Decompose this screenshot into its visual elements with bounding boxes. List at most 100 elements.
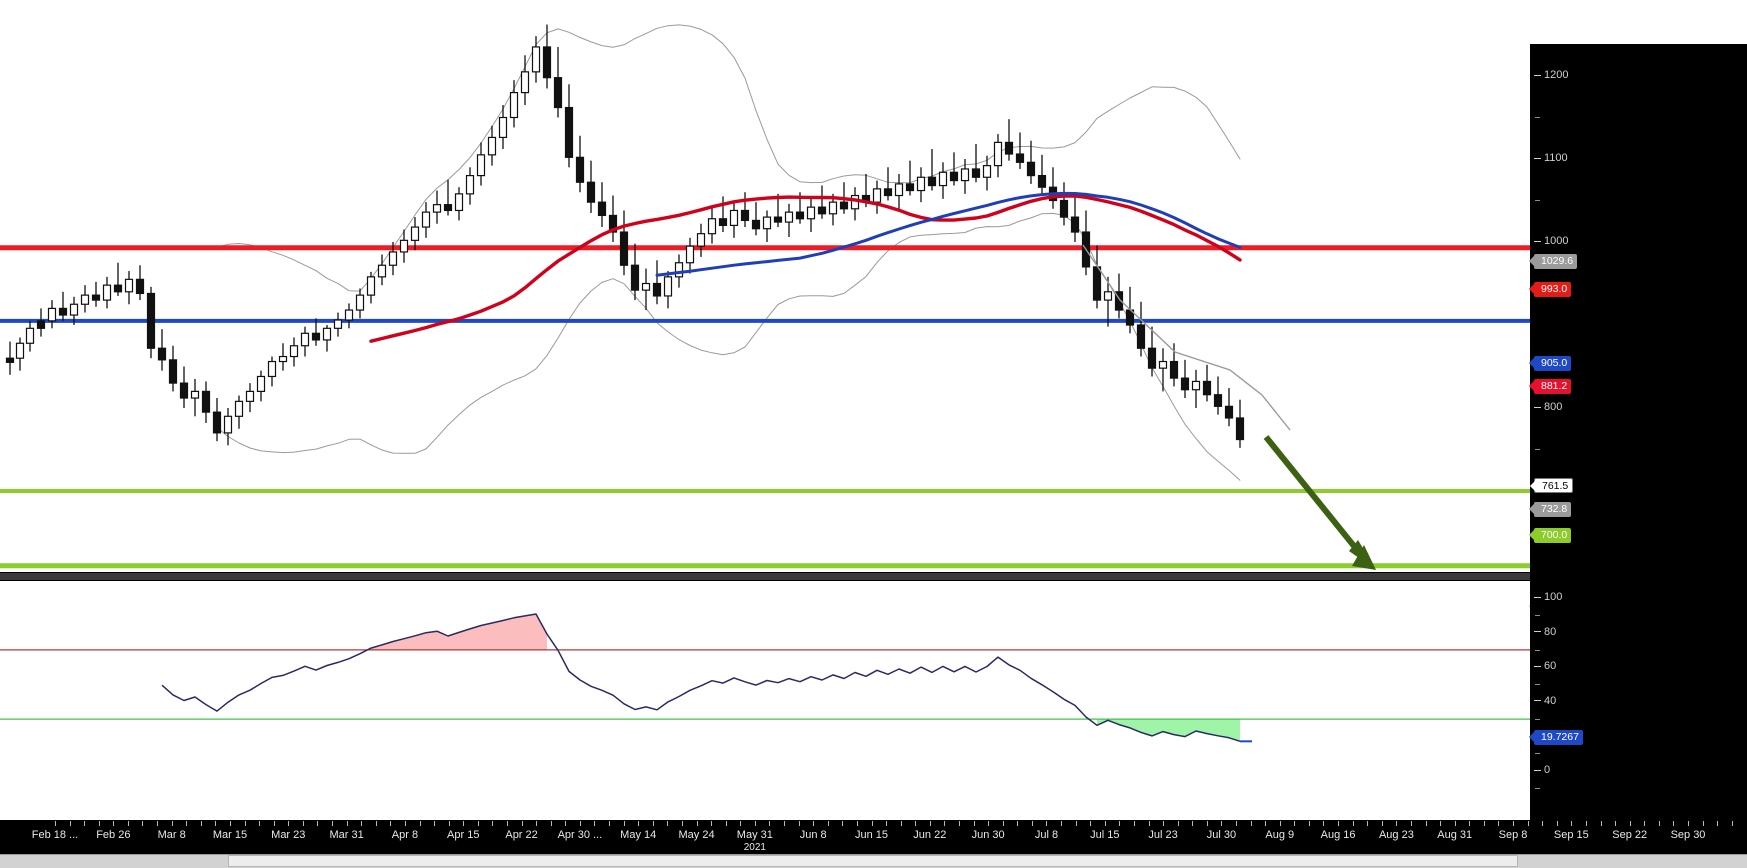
time-axis-minor-tick [361,821,363,826]
price-chart-pane[interactable] [0,0,1530,572]
time-axis-label: Apr 30 ... [557,829,603,841]
candlestick [982,155,992,191]
last-price-value[interactable]: 761.5 [1530,478,1574,493]
time-axis-minor-tick [157,821,159,826]
time-axis-minor-tick [1702,821,1704,826]
target-1-value[interactable]: 700.0 [1529,528,1572,543]
bollinger-upper-value[interactable]: 1029.6 [1529,254,1578,269]
candlestick [707,207,717,244]
time-axis-minor-tick [1410,821,1412,826]
candlestick [388,242,398,276]
candlestick [641,268,651,311]
candlestick [663,271,673,309]
time-axis-minor-tick [1002,821,1004,826]
candlestick [597,182,607,228]
rsi-axis[interactable]: 10080604020019.7267 [1529,572,1747,820]
time-axis-minor-tick [1688,821,1689,826]
time-axis-label: Jun 8 [799,829,827,841]
bollinger-lower-value[interactable]: 732.8 [1529,502,1572,517]
time-axis-minor-tick [1673,821,1675,826]
time-axis-minor-tick [434,821,436,826]
time-axis-minor-tick [259,821,261,826]
candlestick [784,203,794,238]
rsi-axis-tick: 60 [1534,660,1556,672]
time-axis-minor-tick [448,821,450,826]
time-axis-minor-tick [871,821,873,826]
time-axis-minor-tick [1629,821,1631,826]
rsi-axis-tick: 0 [1534,764,1550,776]
candlestick [773,193,783,228]
candlestick [1136,301,1146,357]
time-axis-minor-tick [1119,821,1121,826]
time-axis-label: Jul 8 [1034,829,1059,841]
rsi-axis-tick: 100 [1534,591,1562,603]
candlestick [850,187,860,221]
time-axis-minor-tick [579,821,581,826]
candlestick [575,135,585,193]
rsi-axis-tick: 80 [1534,626,1556,638]
time-axis-minor-tick [973,821,975,826]
price-axis[interactable]: 1200 1100 1000 800 1029.6 993.0 905.0 881.2 761.… [1529,44,1747,614]
time-axis-minor-tick [1585,821,1587,826]
candlestick [531,36,541,83]
candlestick [69,296,79,325]
candlestick [344,303,354,329]
time-axis-minor-tick [1425,821,1427,826]
candlestick [465,167,475,205]
candlestick [399,229,409,263]
time-axis-minor-tick [1527,821,1529,826]
pane-divider[interactable] [0,572,1530,581]
rsi-indicator-pane[interactable] [0,581,1530,820]
time-axis-minor-tick [1338,821,1340,826]
resistance-line-value[interactable]: 993.0 [1529,282,1572,297]
time-axis-minor-tick [521,821,523,826]
moving-average-red-value[interactable]: 881.2 [1529,379,1572,394]
scrollbar-thumb[interactable] [228,855,1518,867]
time-axis[interactable]: Feb 18 ... Feb 26 Mar 8 Mar 15 Mar 23 Mar 31 A… [0,820,1747,854]
time-axis-label: May 24 [678,829,715,841]
time-axis-minor-tick [594,821,596,826]
time-axis-minor-tick [900,821,902,826]
candlestick [1026,140,1036,184]
candlestick [1213,376,1223,415]
candlestick [971,144,981,183]
time-axis-minor-tick [667,821,669,826]
candlestick [443,179,453,216]
candlestick [157,329,167,371]
candlestick [553,46,563,118]
time-axis-minor-tick [1731,821,1733,826]
price-axis-minor-tick [1535,200,1540,201]
candlestick [498,105,508,150]
candlestick [949,152,959,186]
time-axis-minor-tick [915,821,917,826]
time-axis-minor-tick [1090,821,1092,826]
candlestick [685,237,695,274]
time-axis-minor-tick [477,821,479,826]
candlestick [245,383,255,413]
support-line-value[interactable]: 905.0 [1529,356,1572,371]
time-axis-minor-tick [1367,821,1369,826]
candlestick [333,312,343,337]
time-axis-minor-tick [827,821,829,826]
candlestick [1169,343,1179,387]
rsi-axis-minor-tick [1535,615,1540,616]
time-axis-minor-tick [1498,821,1500,826]
time-axis-minor-tick [1717,821,1719,826]
candlestick [278,343,288,371]
price-chart-canvas [0,24,1530,570]
candlestick [289,337,299,367]
candlestick [168,345,178,392]
candlestick [938,162,948,199]
time-axis-minor-tick [98,821,100,826]
time-axis-minor-tick [1046,821,1048,826]
rsi-current-value[interactable]: 19.7267 [1529,729,1583,745]
time-axis-minor-tick [1323,821,1325,826]
price-axis-minor-tick [1535,449,1540,450]
time-axis-minor-tick [565,821,567,826]
rsi-axis-minor-tick [1535,649,1540,651]
time-axis-minor-tick [302,821,304,826]
time-axis-minor-tick [1308,821,1310,826]
candlestick [476,142,486,186]
candlestick [366,271,376,304]
time-axis-minor-tick [740,821,742,826]
